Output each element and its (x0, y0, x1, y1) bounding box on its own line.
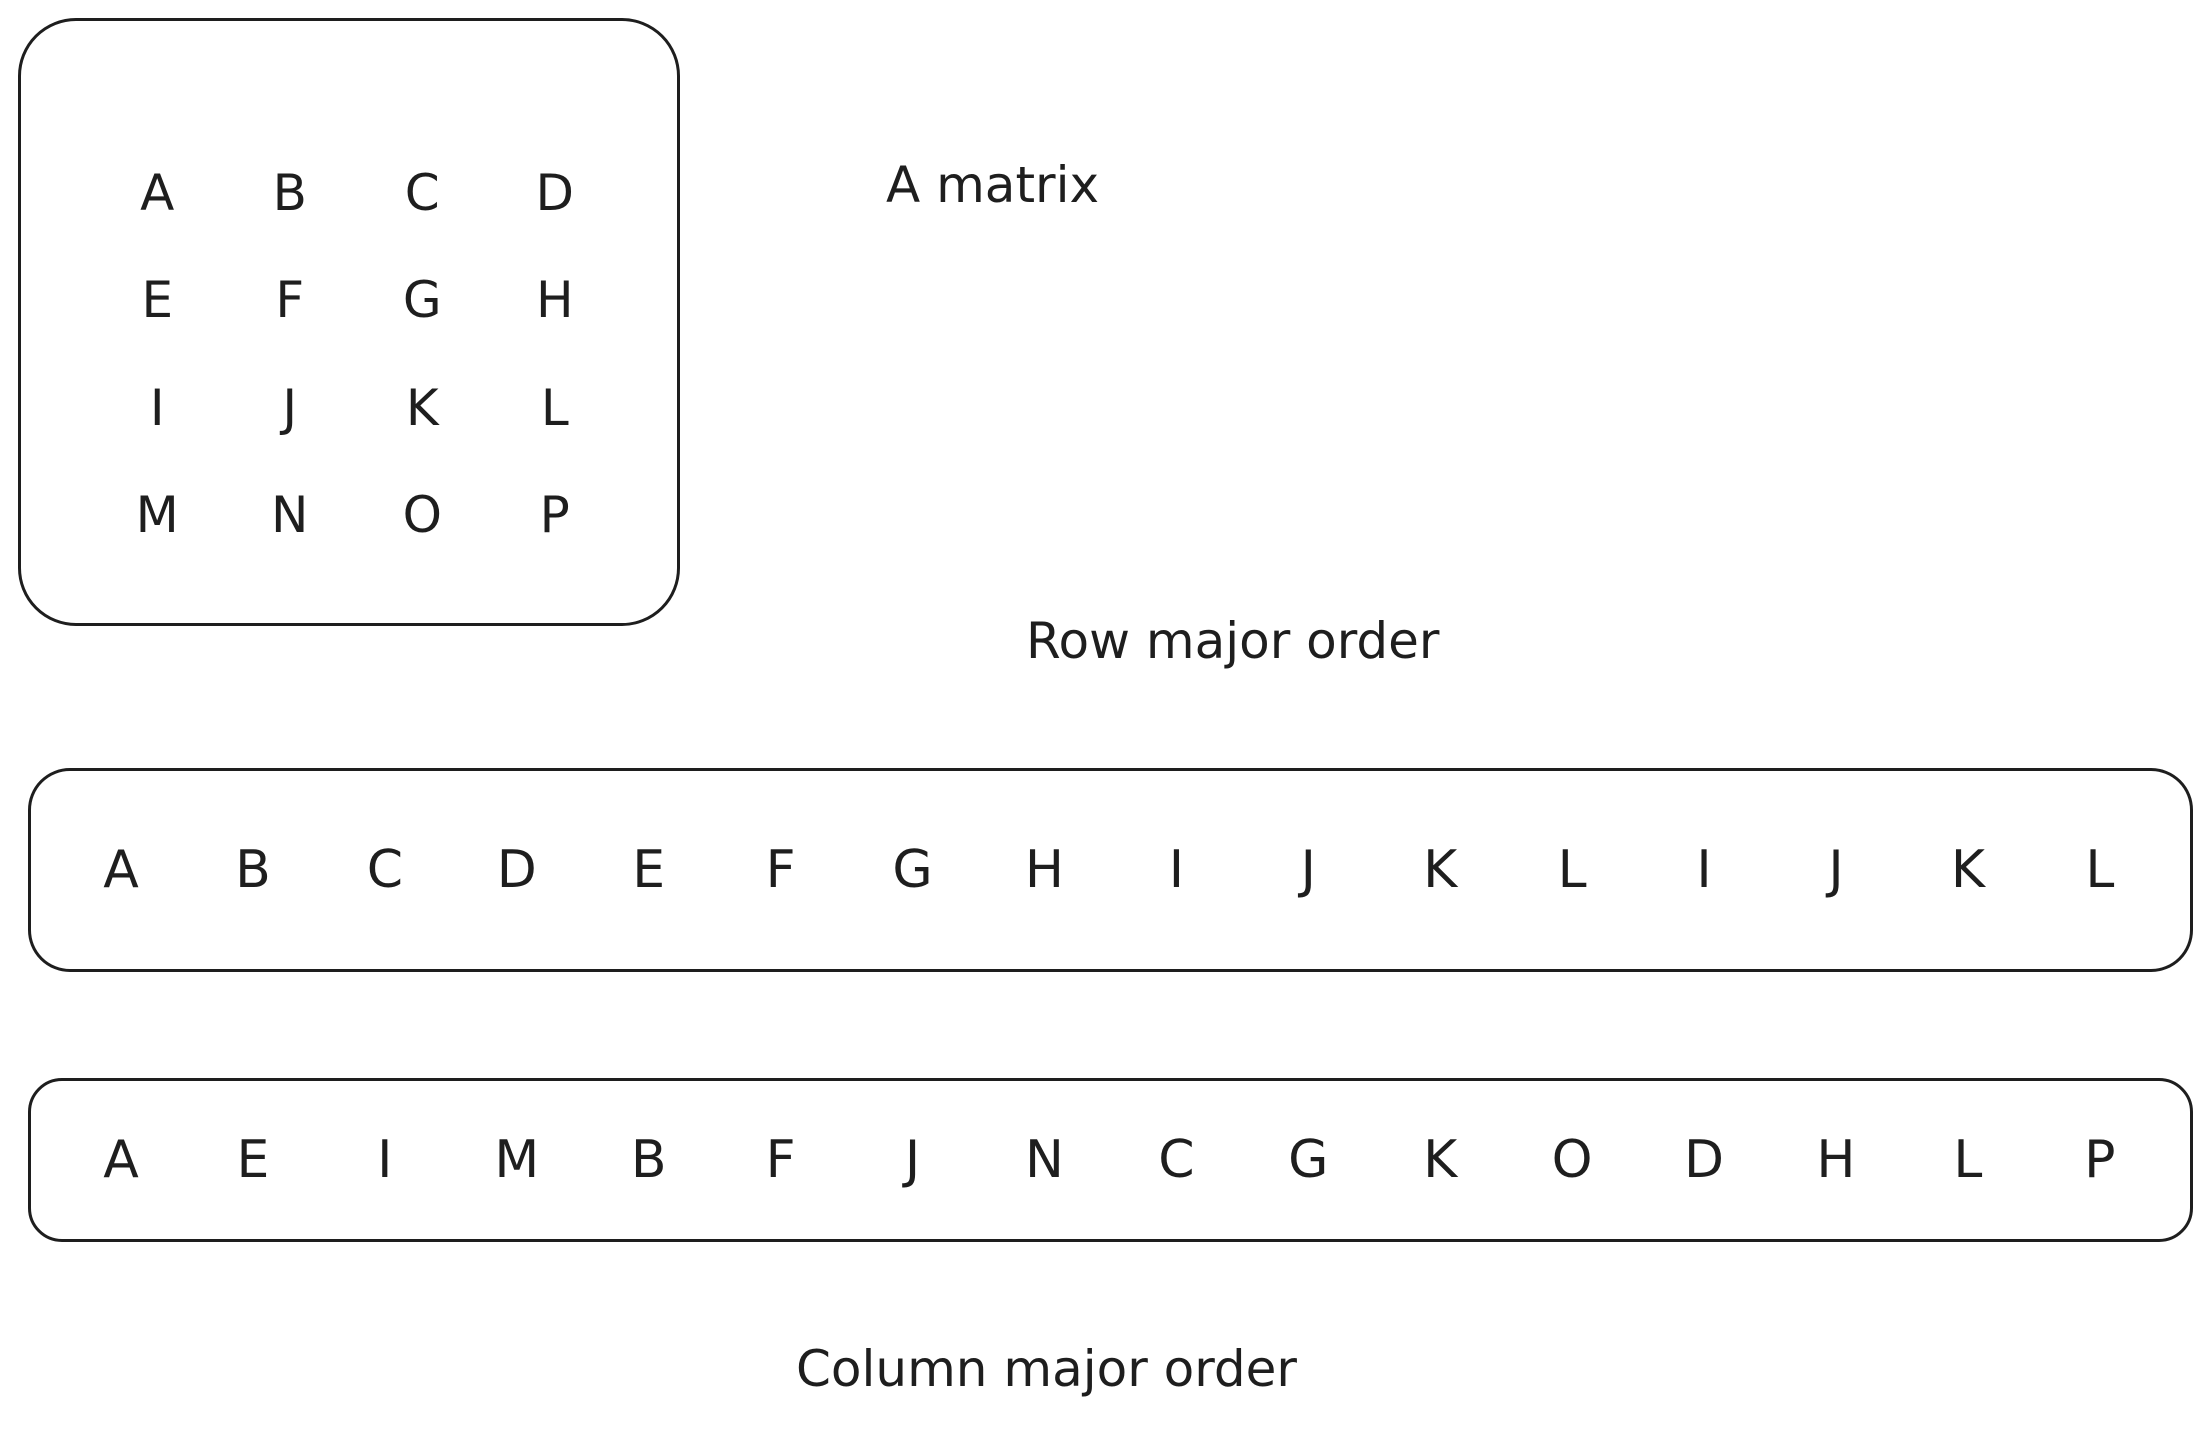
matrix-box: A B C D E F G H I J K L M N O P (18, 18, 680, 626)
column-major-item: H (1816, 1130, 1856, 1190)
row-major-item: A (103, 840, 139, 900)
matrix-cell: F (275, 271, 305, 330)
matrix-cell: K (405, 378, 439, 437)
column-major-box: A E I M B F J N C G K O D H L P (28, 1078, 2193, 1242)
matrix-cell: B (272, 163, 307, 222)
row-major-sequence: A B C D E F G H I J K L I J K L (81, 771, 2140, 969)
matrix-cell: E (141, 271, 174, 330)
row-major-item: B (235, 840, 271, 900)
column-major-caption: Column major order (796, 1340, 1297, 1398)
column-major-item: E (236, 1130, 270, 1190)
row-major-caption: Row major order (1026, 612, 1440, 670)
matrix-cell: J (282, 378, 298, 437)
row-major-item: D (496, 840, 537, 900)
matrix-cell: D (535, 163, 574, 222)
column-major-item: B (630, 1130, 667, 1190)
matrix-grid: A B C D E F G H I J K L M N O P (91, 139, 621, 569)
matrix-cell: H (535, 271, 574, 330)
matrix-cell: N (271, 486, 309, 545)
column-major-item: O (1551, 1130, 1593, 1190)
row-major-box: A B C D E F G H I J K L I J K L (28, 768, 2193, 972)
row-major-item: K (1950, 840, 1985, 900)
matrix-cell: G (402, 271, 442, 330)
matrix-cell: C (404, 163, 440, 222)
row-major-item: L (2085, 840, 2115, 900)
matrix-cell: O (402, 486, 442, 545)
column-major-item: N (1025, 1130, 1064, 1190)
column-major-item: I (377, 1130, 393, 1190)
matrix-cell: L (540, 378, 569, 437)
matrix-cell: A (140, 163, 175, 222)
row-major-item: I (1696, 840, 1712, 900)
column-major-item: J (904, 1130, 921, 1190)
column-major-item: G (1288, 1130, 1329, 1190)
matrix-caption: A matrix (886, 156, 1100, 214)
column-major-item: L (1953, 1130, 1983, 1190)
matrix-cell: I (149, 378, 165, 437)
row-major-item: L (1557, 840, 1587, 900)
row-major-item: H (1024, 840, 1064, 900)
matrix-cell: P (539, 486, 570, 545)
row-major-item: G (892, 840, 933, 900)
column-major-item: C (1158, 1130, 1195, 1190)
column-major-item: P (2084, 1130, 2116, 1190)
column-major-sequence: A E I M B F J N C G K O D H L P (81, 1081, 2140, 1239)
column-major-item: M (494, 1130, 540, 1190)
column-major-item: A (103, 1130, 139, 1190)
column-major-item: D (1684, 1130, 1725, 1190)
column-major-item: K (1423, 1130, 1458, 1190)
row-major-item: E (632, 840, 666, 900)
row-major-item: K (1423, 840, 1458, 900)
row-major-item: C (366, 840, 403, 900)
row-major-item: F (765, 840, 796, 900)
row-major-item: I (1168, 840, 1185, 900)
row-major-item: J (1828, 840, 1844, 900)
column-major-item: F (765, 1130, 796, 1190)
matrix-cell: M (135, 486, 179, 545)
row-major-item: J (1300, 840, 1316, 900)
